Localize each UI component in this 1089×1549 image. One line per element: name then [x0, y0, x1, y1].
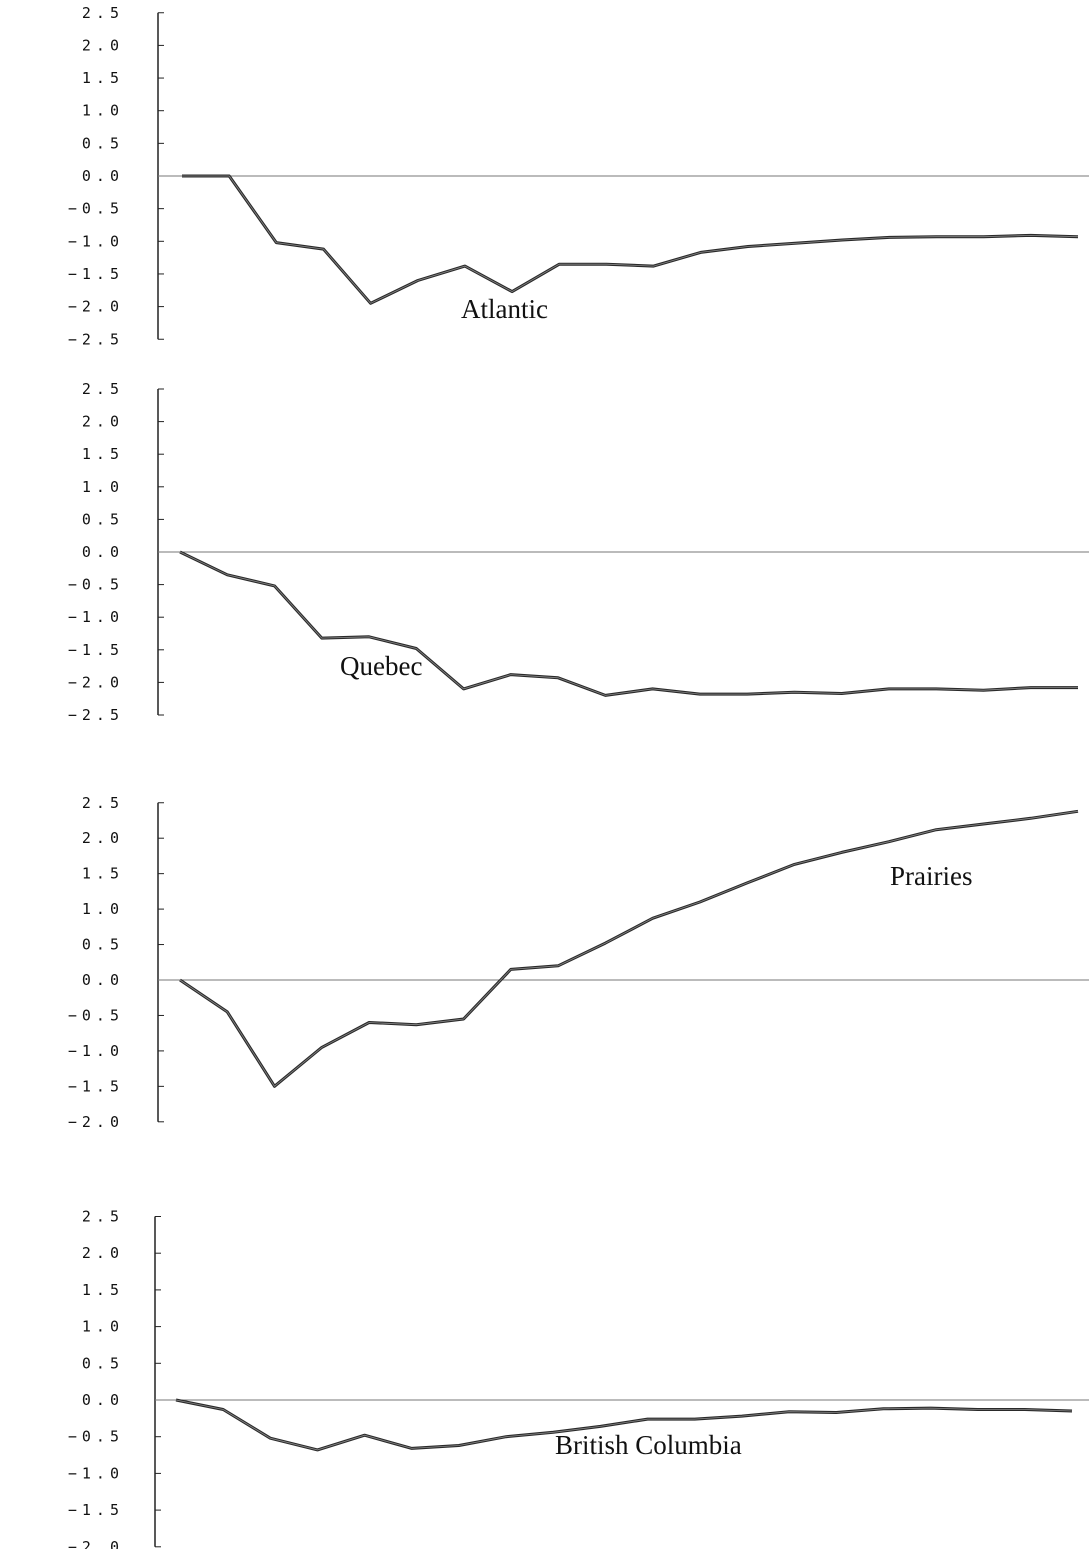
y-tick-label: −1.0 [68, 232, 124, 250]
y-tick-label: 1.0 [82, 478, 124, 496]
y-tick-label: 1.0 [82, 102, 124, 120]
chart-panel-3: 2.5 2.0 1.5 1.0 0.5 0.0 −0.5 −1.0 −1.5 −2.0 Prairi… [68, 794, 1089, 1131]
series-line-highlight [179, 551, 1078, 696]
y-tick-label: 2.0 [82, 36, 124, 54]
chart-panel-2: 2.5 2.0 1.5 1.0 0.5 0.0 −0.5 −1.0 −1.5 −2.0 −2.5 Qu… [68, 380, 1089, 724]
series-line [182, 174, 1079, 305]
y-tick-label: 2.5 [82, 380, 124, 398]
y-tick-label: 0.5 [82, 510, 124, 528]
y-tick-label: 2.5 [82, 4, 124, 22]
y-tick-label: 0.0 [82, 543, 124, 561]
y-tick-label: −0.5 [68, 576, 124, 594]
series-line [179, 809, 1079, 1088]
y-tick-label: 1.0 [82, 1318, 124, 1336]
y-tick-label: 0.0 [82, 971, 124, 989]
y-tick-label: 1.5 [82, 445, 124, 463]
y-tick-label: 1.5 [82, 69, 124, 87]
series-line-highlight [175, 1399, 1073, 1451]
series-line [179, 550, 1078, 697]
y-tick-label: −1.0 [68, 1042, 124, 1060]
y-tick-label: 2.0 [82, 413, 124, 431]
y-tick-label: −1.5 [68, 265, 124, 283]
y-tick-label: −1.5 [68, 641, 124, 659]
y-tick-label: 2.5 [82, 1208, 124, 1226]
y-tick-label: 0.0 [82, 1391, 124, 1409]
y-tick-label: 1.5 [82, 865, 124, 883]
y-tick-label: −2.0 [68, 1538, 124, 1549]
y-tick-label: −1.5 [68, 1501, 124, 1519]
region-label: Quebec [340, 651, 422, 681]
y-tick-label: −1.5 [68, 1077, 124, 1095]
y-tick-label: 1.5 [82, 1281, 124, 1299]
y-tick-label: −1.0 [68, 1464, 124, 1482]
y-tick-label: −2.0 [68, 298, 124, 316]
y-tick-label: −2.5 [68, 330, 124, 348]
y-tick-label: −2.0 [68, 1113, 124, 1131]
y-tick-label: −1.0 [68, 608, 124, 626]
chart-panel-1: 2.5 2.0 1.5 1.0 0.5 0.0 −0.5 −1.0 −1.5 −2.0 −2.5 At… [68, 4, 1089, 348]
y-tick-label: −2.5 [68, 706, 124, 724]
y-tick-label: 2.5 [82, 794, 124, 812]
y-tick-label: 2.0 [82, 1244, 124, 1262]
region-label: Prairies [890, 861, 972, 891]
series-line-highlight [182, 175, 1079, 304]
y-tick-label: 1.0 [82, 900, 124, 918]
y-tick-label: 0.5 [82, 134, 124, 152]
chart-panel-4: 2.5 2.0 1.5 1.0 0.5 0.0 −0.5 −1.0 −1.5 −2.0 Britis… [68, 1208, 1089, 1549]
y-tick-label: −0.5 [68, 200, 124, 218]
region-label: Atlantic [461, 294, 548, 324]
y-tick-label: 0.0 [82, 167, 124, 185]
y-tick-label: 0.5 [82, 936, 124, 954]
y-tick-label: −0.5 [68, 1006, 124, 1024]
y-tick-label: 2.0 [82, 829, 124, 847]
region-label: British Columbia [555, 1430, 742, 1460]
y-tick-label: −2.0 [68, 673, 124, 691]
series-line-highlight [179, 810, 1079, 1087]
y-tick-label: 0.5 [82, 1354, 124, 1372]
y-tick-label: −0.5 [68, 1428, 124, 1446]
